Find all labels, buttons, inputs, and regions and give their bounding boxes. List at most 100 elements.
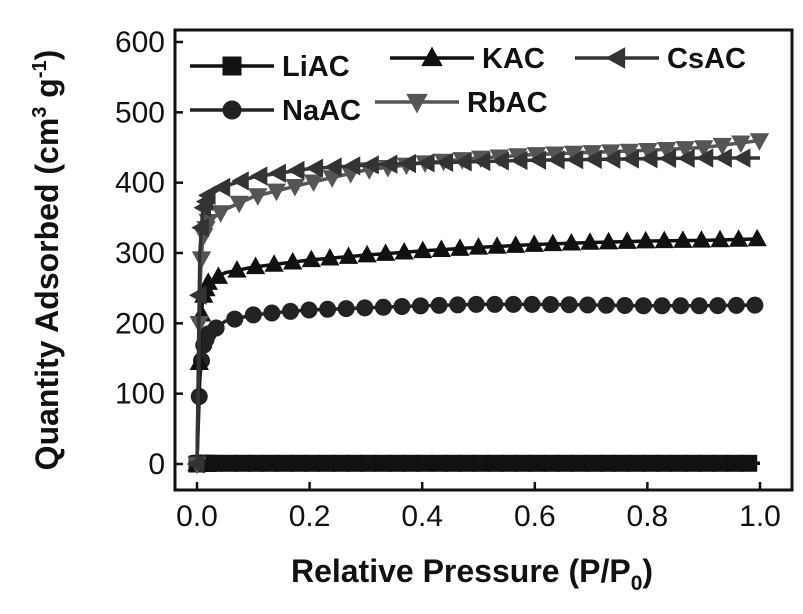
data-point-KAC — [506, 235, 526, 253]
series-KAC — [187, 228, 767, 472]
data-point-NaAC — [226, 310, 244, 328]
data-point-CsAC — [417, 153, 435, 173]
data-point-NaAC — [634, 297, 652, 315]
data-point-CsAC — [509, 150, 528, 171]
data-point-CsAC — [191, 218, 209, 238]
y-tick-label: 500 — [115, 96, 165, 129]
legend-label: LiAC — [282, 51, 350, 83]
data-point-KAC — [673, 230, 693, 248]
y-axis-title: Quantity Adsorbed (cm3 g-1) — [29, 50, 65, 471]
data-point-KAC — [691, 230, 712, 248]
data-point-KAC — [431, 239, 451, 257]
data-point-NaAC — [356, 299, 374, 317]
x-tick-label: 0.6 — [514, 500, 556, 533]
data-point-NaAC — [709, 297, 727, 315]
data-point-KAC — [487, 236, 507, 254]
x-axis-title: Relative Pressure (P/P0) — [291, 553, 653, 595]
data-point-NaAC — [504, 295, 522, 313]
data-point-RbAC — [266, 183, 287, 202]
data-point-KAC — [728, 229, 749, 247]
data-point-NaAC — [690, 297, 708, 315]
data-point-CsAC — [198, 185, 216, 205]
legend-marker-NaAC — [222, 100, 242, 120]
data-point-KAC — [357, 244, 377, 263]
series-LiAC — [188, 454, 760, 473]
data-point-CsAC — [342, 156, 361, 176]
data-point-KAC — [636, 230, 656, 249]
y-axis-title-sup2: -1 — [29, 60, 51, 78]
data-point-NaAC — [523, 295, 541, 313]
legend-marker-CsAC — [605, 47, 626, 69]
data-point-CsAC — [639, 149, 658, 169]
series-layer — [186, 133, 770, 475]
data-point-KAC — [747, 228, 767, 247]
data-point-NaAC — [486, 295, 504, 313]
data-point-RbAC — [285, 179, 305, 197]
x-axis-title-subscript: 0 — [631, 572, 643, 595]
data-point-NaAC — [467, 295, 485, 313]
data-point-NaAC — [542, 296, 560, 314]
data-point-CsAC — [186, 454, 205, 474]
data-point-NaAC — [337, 300, 355, 318]
data-point-CsAC — [714, 148, 732, 168]
data-point-CsAC — [677, 148, 695, 168]
data-point-CsAC — [695, 148, 714, 168]
data-point-CsAC — [454, 152, 472, 172]
y-axis-title-main: Quantity Adsorbed (cm — [29, 118, 65, 471]
x-tick-label: 0.2 — [289, 500, 331, 533]
data-point-RbAC — [638, 142, 658, 161]
data-point-KAC — [710, 229, 730, 248]
data-point-KAC — [450, 238, 470, 256]
data-point-RbAC — [675, 141, 695, 159]
data-point-CsAC — [189, 285, 207, 305]
data-point-CsAC — [435, 152, 454, 173]
legend-item-KAC: KAC — [390, 43, 545, 75]
data-point-KAC — [598, 231, 619, 250]
y-tick-label: 600 — [115, 26, 165, 59]
data-point-CsAC — [528, 150, 547, 170]
data-point-NaAC — [449, 296, 467, 314]
data-point-NaAC — [244, 306, 262, 324]
data-point-KAC — [524, 234, 544, 252]
series-NaAC — [188, 295, 764, 473]
data-point-NaAC — [374, 298, 392, 316]
data-point-KAC — [227, 260, 247, 278]
data-point-KAC — [413, 240, 433, 259]
data-point-CsAC — [398, 153, 416, 174]
data-point-KAC — [561, 232, 582, 251]
data-point-KAC — [543, 233, 563, 252]
legend-label: RbAC — [467, 87, 548, 119]
legend-label: NaAC — [282, 95, 361, 127]
y-tick-label: 0 — [148, 448, 165, 481]
data-point-CsAC — [732, 148, 751, 168]
data-point-NaAC — [207, 319, 225, 337]
data-point-NaAC — [653, 297, 671, 315]
y-tick-label: 200 — [115, 307, 165, 340]
data-point-KAC — [375, 243, 396, 261]
y-axis-title-close: ) — [29, 50, 65, 61]
data-point-KAC — [394, 242, 414, 260]
data-point-RbAC — [229, 195, 249, 214]
y-axis-title-mid: g — [29, 78, 65, 106]
data-point-CsAC — [491, 151, 509, 171]
data-point-RbAC — [656, 142, 677, 160]
data-point-RbAC — [694, 140, 714, 158]
legend-label: CsAC — [667, 43, 746, 75]
legend-item-RbAC: RbAC — [375, 87, 548, 119]
data-point-NaAC — [319, 300, 337, 318]
data-point-NaAC — [281, 302, 299, 320]
series-line-KAC — [195, 237, 761, 465]
legend-item-LiAC: LiAC — [190, 51, 350, 83]
data-point-NaAC — [727, 296, 745, 314]
data-point-KAC — [208, 266, 229, 284]
data-point-NaAC — [672, 297, 690, 315]
data-point-LiAC — [740, 454, 758, 472]
x-tick-label: 0.4 — [401, 500, 443, 533]
data-point-CsAC — [324, 157, 342, 177]
data-point-CsAC — [231, 171, 249, 191]
data-point-NaAC — [412, 297, 430, 315]
data-point-CsAC — [379, 154, 398, 174]
data-point-RbAC — [712, 137, 732, 156]
x-tick-label: 0.0 — [176, 500, 218, 533]
